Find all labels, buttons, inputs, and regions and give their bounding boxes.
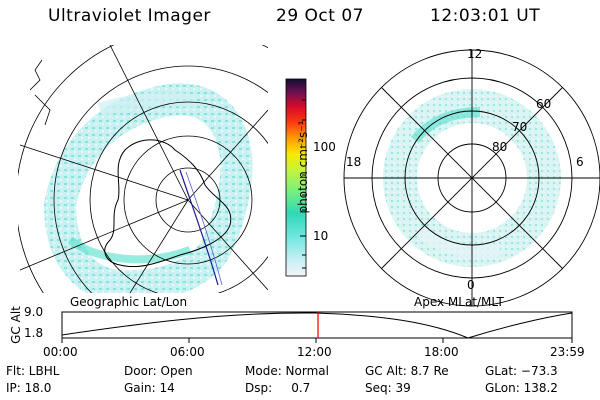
colorbar-ticks <box>300 99 306 269</box>
time-label: 12:03:01 UT <box>430 6 541 26</box>
mlat-label-60: 60 <box>536 97 552 111</box>
date-label: 29 Oct 07 <box>276 6 364 26</box>
magnetic-polar-plot <box>343 49 600 307</box>
orbit-xtick-0600: 06:00 <box>170 345 205 359</box>
colorbar-tick-100: 100 <box>313 140 336 154</box>
altitude-curve <box>61 312 573 339</box>
footer-glat: GLat: −73.3 <box>485 364 558 378</box>
mlt-label-12: 12 <box>467 47 483 61</box>
mlat-label-70: 70 <box>512 120 528 134</box>
colorbar-tick-10: 10 <box>313 229 329 243</box>
mlat-label-80: 80 <box>492 140 508 154</box>
footer-seq: Seq: 39 <box>365 381 411 395</box>
orbit-xtick-0000: 00:00 <box>43 345 78 359</box>
footer-gain: Gain: 14 <box>124 381 175 395</box>
footer-ip: IP: 18.0 <box>6 381 52 395</box>
coastline <box>104 139 232 268</box>
satellite-track <box>179 169 219 286</box>
colorbar <box>285 78 307 277</box>
orbit-xtick-1200: 12:00 <box>297 345 332 359</box>
orbit-ytick-high: 9.0 <box>24 305 44 319</box>
orbit-xtick-2359: 23:59 <box>550 345 585 359</box>
footer-mode: Mode: Normal <box>245 364 329 378</box>
footer-flt: Flt: LBHL <box>6 364 60 378</box>
mlt-label-0: 0 <box>467 278 475 292</box>
mlt-label-18: 18 <box>346 155 362 169</box>
orbit-ylabel: GC Alt <box>9 306 23 344</box>
auroral-oval-left <box>43 83 253 293</box>
footer-door: Door: Open <box>124 364 193 378</box>
left-panel-caption: Geographic Lat/Lon <box>70 295 188 309</box>
mlt-label-6: 6 <box>576 155 584 169</box>
orbit-altitude-plot <box>61 311 573 343</box>
geographic-map <box>18 45 268 293</box>
footer-dsp: Dsp: 0.7 <box>245 381 311 395</box>
latitude-circles <box>18 45 268 293</box>
orbit-xtick-1800: 18:00 <box>424 345 459 359</box>
footer-glon: GLon: 138.2 <box>485 381 558 395</box>
longitude-lines <box>19 45 268 293</box>
footer-gcalt: GC Alt: 8.7 Re <box>365 364 449 378</box>
colorbar-label: photon cm⁻²s⁻¹ <box>296 120 310 214</box>
orbit-ytick-low: 1.8 <box>24 326 44 340</box>
instrument-title: Ultraviolet Imager <box>48 6 211 26</box>
right-panel-caption: Apex MLat/MLT <box>414 295 504 309</box>
